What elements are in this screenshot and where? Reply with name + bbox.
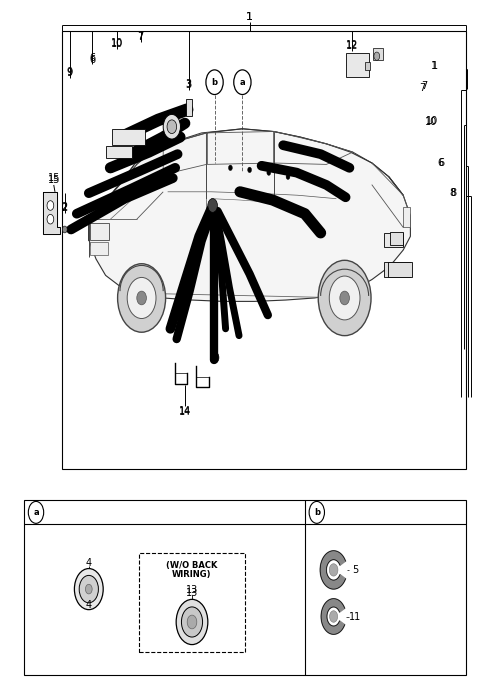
Text: 13: 13 [186,586,198,595]
Bar [388,262,412,277]
Circle shape [318,260,371,336]
Bar [24,500,466,675]
Text: 6: 6 [89,53,95,63]
Circle shape [127,277,156,319]
Text: b: b [314,508,320,517]
Text: 6: 6 [439,158,444,168]
Circle shape [340,291,349,305]
Text: 7: 7 [420,82,427,91]
Text: 8: 8 [450,188,456,198]
Circle shape [228,165,232,171]
Text: 15: 15 [48,173,60,183]
Circle shape [286,174,290,179]
Circle shape [374,52,380,60]
Circle shape [163,114,180,139]
Bar [384,233,403,247]
Bar [186,99,192,116]
Circle shape [118,264,166,332]
Bar [373,48,383,60]
Text: 14: 14 [179,406,191,416]
Text: 6: 6 [89,55,95,64]
Circle shape [208,199,217,212]
Text: (W/O BACK: (W/O BACK [166,560,218,570]
Text: 4: 4 [86,600,92,610]
Circle shape [329,564,338,576]
Polygon shape [320,551,346,589]
Text: 7: 7 [419,83,426,92]
Text: 10: 10 [425,117,437,127]
Circle shape [330,611,337,622]
Bar [112,129,145,145]
Text: 9: 9 [67,67,72,77]
Text: a: a [33,508,39,517]
Text: 3: 3 [186,79,192,89]
Text: 2: 2 [61,202,68,212]
Text: 7: 7 [137,32,144,42]
Polygon shape [321,599,345,634]
Text: 8: 8 [449,188,455,198]
Text: 11: 11 [349,612,361,621]
Circle shape [62,226,67,233]
Circle shape [211,352,219,363]
Circle shape [329,276,360,320]
Bar [106,146,132,158]
Circle shape [248,167,252,173]
Polygon shape [89,129,410,301]
Text: 12: 12 [346,41,358,51]
Text: 10: 10 [110,38,123,48]
Text: 1: 1 [432,61,438,71]
Text: 1: 1 [246,12,253,22]
Circle shape [181,607,203,637]
Text: 14: 14 [179,408,191,417]
Circle shape [167,120,177,134]
Circle shape [234,70,251,95]
Bar [390,232,403,245]
Circle shape [74,569,103,610]
Text: 4: 4 [86,558,92,568]
Text: WIRING): WIRING) [172,569,212,579]
Circle shape [47,201,54,210]
Bar [90,242,108,255]
Text: 9: 9 [67,68,72,78]
Circle shape [176,599,208,645]
Text: b: b [212,77,217,87]
Circle shape [187,615,197,629]
Text: 5: 5 [352,565,359,575]
Text: 3: 3 [186,80,192,90]
Circle shape [85,584,92,594]
Circle shape [267,170,271,175]
Circle shape [47,214,54,224]
Text: 13: 13 [186,588,198,597]
Circle shape [79,575,98,603]
Bar [384,262,410,277]
Bar [403,207,410,227]
Text: 7: 7 [137,32,144,41]
Circle shape [28,501,44,523]
Bar [346,53,369,77]
Circle shape [137,291,146,305]
Bar [365,62,370,70]
Bar [62,31,466,469]
Text: 2: 2 [61,203,68,213]
Circle shape [309,501,324,523]
Text: 10: 10 [110,39,123,49]
Text: 1: 1 [246,12,253,22]
Polygon shape [43,192,60,234]
Circle shape [206,70,223,95]
Text: 6: 6 [437,158,443,168]
Text: 1: 1 [432,62,437,71]
Bar [139,553,245,652]
Text: 15: 15 [48,175,60,185]
Text: 12: 12 [346,40,358,49]
Text: a: a [240,77,245,87]
Bar [90,223,109,240]
Text: 10: 10 [426,116,438,125]
